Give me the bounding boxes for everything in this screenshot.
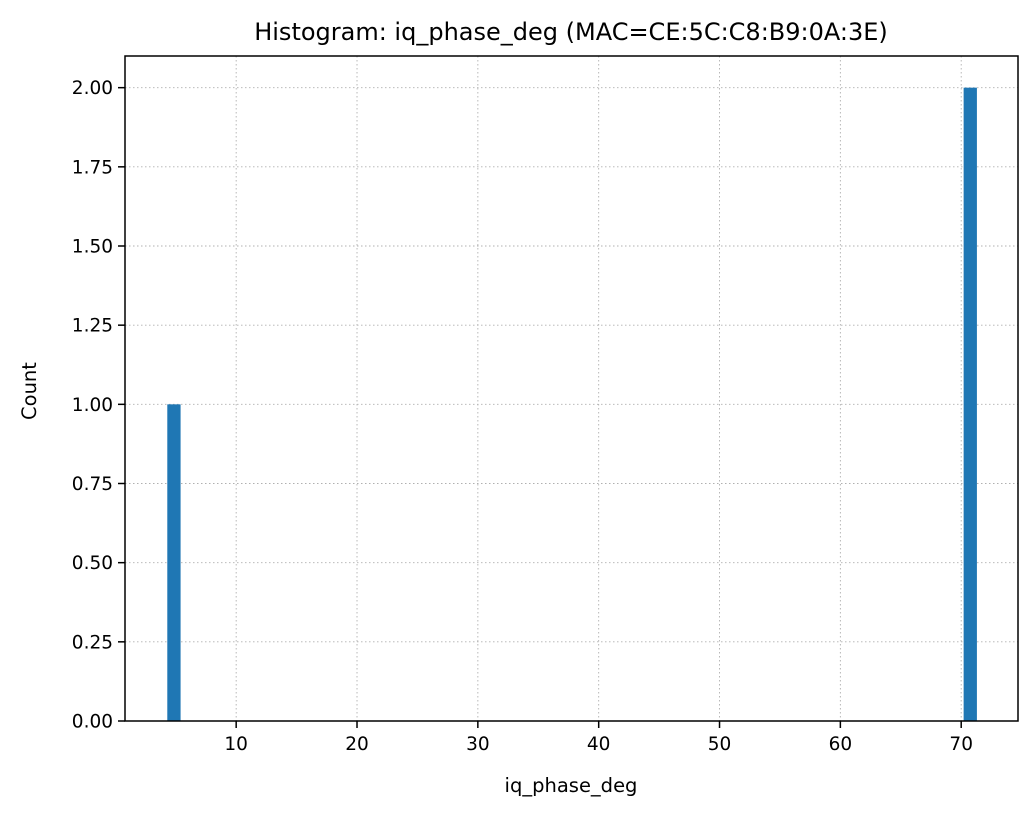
y-axis-ticks: 0.00 0.25 0.50 0.75 1.00 1.25 1.50 1.75 2.00	[72, 78, 125, 733]
y-tick-label: 0.25	[72, 632, 113, 653]
x-tick-label: 10	[224, 734, 248, 755]
x-axis-ticks: 10 20 30 40 50 60 70	[224, 721, 973, 755]
y-tick-label: 1.00	[72, 395, 113, 416]
y-tick-label: 1.25	[72, 316, 113, 337]
x-tick-label: 50	[708, 734, 732, 755]
y-tick-label: 0.75	[72, 474, 113, 495]
y-tick-label: 0.50	[72, 553, 113, 574]
x-tick-label: 70	[949, 734, 973, 755]
histogram-bars	[167, 87, 977, 721]
y-tick-label: 1.75	[72, 157, 113, 178]
grid-lines	[125, 56, 1018, 722]
plot-frame	[124, 55, 1019, 722]
y-tick-label: 1.50	[72, 237, 113, 258]
x-axis-label: iq_phase_deg	[505, 774, 638, 797]
histogram-bar	[963, 87, 977, 721]
x-tick-label: 20	[345, 734, 369, 755]
x-tick-label: 60	[829, 734, 853, 755]
x-tick-label: 30	[466, 734, 490, 755]
y-axis-label: Count	[18, 362, 41, 420]
histogram-bar	[167, 404, 181, 721]
x-tick-label: 40	[587, 734, 611, 755]
y-tick-label: 2.00	[72, 78, 113, 99]
axes	[124, 55, 1019, 722]
y-tick-label: 0.00	[72, 712, 113, 733]
chart-title: Histogram: iq_phase_deg (MAC=CE:5C:C8:B9…	[254, 18, 888, 46]
